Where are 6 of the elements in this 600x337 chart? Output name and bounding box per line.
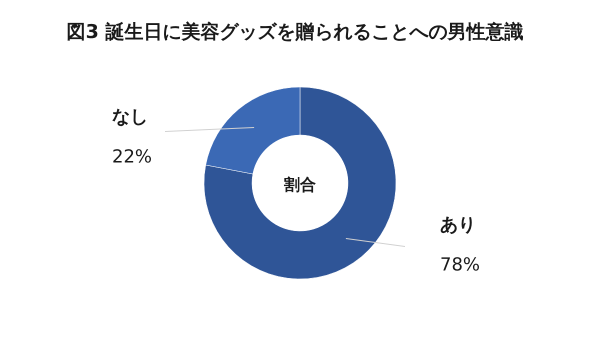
annotation: 割合 (284, 175, 316, 194)
title: 図3 誕生日に美容グッズを贈られることへの男性意識 (66, 21, 524, 43)
data-label: 22% (112, 146, 152, 168)
category-label: あり (440, 214, 476, 236)
data-label: 78% (440, 254, 480, 276)
category-label: なし (112, 106, 148, 128)
